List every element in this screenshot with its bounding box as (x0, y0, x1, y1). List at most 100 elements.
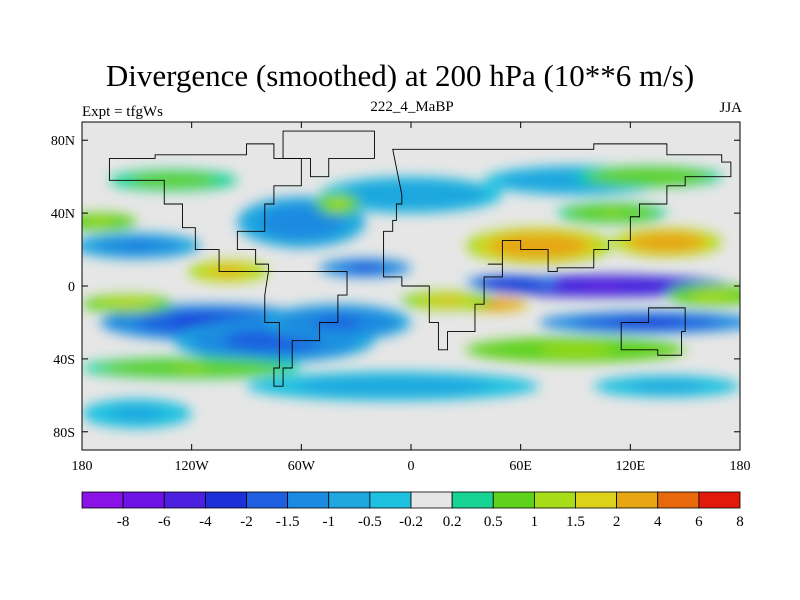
legend-label: -6 (158, 514, 171, 530)
contour-level (257, 337, 291, 345)
chart-title: Divergence (smoothed) at 200 hPa (10**6 … (105, 58, 695, 93)
experiment-label: Expt = tfgWs (82, 104, 163, 120)
y-tick-label: 80N (51, 134, 75, 149)
legend-swatch (533, 491, 576, 509)
legend-label: 4 (654, 514, 662, 530)
x-tick-label: 180 (730, 459, 751, 474)
field-blob (82, 357, 302, 379)
case-label: 222_4_MaBP (370, 99, 454, 115)
coastline-4 (620, 307, 686, 356)
legend-label: 0.2 (443, 514, 462, 530)
x-tick-label: 0 (408, 459, 415, 474)
legend-swatch (492, 491, 535, 509)
legend-label: 1.5 (566, 514, 585, 530)
legend-swatch (410, 491, 453, 509)
legend-label: -2 (240, 514, 253, 530)
contour-level (162, 178, 185, 183)
field-blob (319, 176, 503, 214)
legend-label: -4 (199, 514, 212, 530)
x-tick-label: 60E (509, 459, 532, 474)
legend-label: -0.5 (358, 514, 382, 530)
field-blob (319, 258, 411, 277)
contour-level (94, 220, 107, 225)
contour-level (334, 202, 342, 206)
y-tick-label: 40S (53, 353, 75, 368)
legend-swatch (163, 491, 206, 509)
x-tick-label: 120E (616, 459, 646, 474)
y-tick-label: 80S (53, 426, 75, 441)
field-blob (82, 213, 137, 232)
legend-swatch (328, 491, 371, 509)
legend-label: 8 (736, 514, 744, 530)
field-blob (315, 193, 360, 215)
legend-label: -1.5 (276, 514, 300, 530)
legend-swatch (246, 491, 289, 509)
field-blob (401, 291, 494, 310)
contour-level (503, 280, 520, 285)
field-blob (82, 233, 201, 259)
axes: 180 120W 60W 0 60E 120E 180 80N 40N 0 40S 80S (51, 122, 751, 474)
contour-level (127, 411, 146, 416)
coastline-3 (383, 143, 732, 351)
contour-level (173, 366, 210, 370)
contour-level (581, 284, 625, 288)
contour-level (126, 243, 148, 249)
contour-level (636, 174, 661, 179)
field-blob (612, 227, 722, 257)
field-blob (246, 371, 539, 401)
legend-swatch (657, 491, 700, 509)
continent-outlines (108, 130, 732, 387)
y-tick-label: 0 (68, 280, 75, 295)
legend-swatch (287, 491, 330, 509)
x-tick-label: 180 (72, 459, 93, 474)
field-blob (465, 275, 558, 290)
field-blob (82, 295, 174, 314)
field-blob (465, 227, 613, 265)
field-blob (109, 169, 238, 192)
legend-swatch (204, 491, 247, 509)
contour-level (395, 191, 427, 198)
field-blob (575, 165, 722, 188)
contour-level (357, 265, 373, 270)
field-blob (188, 260, 269, 283)
legend-label: 6 (695, 514, 703, 530)
coastline-1 (108, 143, 302, 272)
legend-swatch (81, 491, 124, 509)
legend-swatch (698, 491, 741, 509)
legend-swatch (616, 491, 659, 509)
color-legend: -8 -6 -4 -2 -1.5 -1 -0.5 -0.2 0.2 0.5 1 1.5 2 4 6 8 (81, 491, 744, 530)
contour-level (602, 211, 622, 216)
contour-level (526, 242, 552, 249)
contour-level (557, 347, 594, 352)
contour-level (290, 217, 312, 227)
field-blob (82, 398, 192, 429)
legend-label: -0.2 (399, 514, 423, 530)
contour-level (657, 239, 677, 245)
legend-label: 0.5 (484, 514, 503, 530)
coastline-0 (282, 130, 375, 178)
field-blob (666, 284, 740, 307)
legend-swatch (122, 491, 165, 509)
field-blob (557, 202, 667, 225)
coastline-2 (264, 270, 348, 387)
legend-label: 2 (613, 514, 621, 530)
legend-swatch (369, 491, 412, 509)
season-label: JJA (719, 100, 742, 116)
contour-level (368, 383, 418, 389)
contour-level (439, 298, 456, 303)
x-tick-label: 60W (288, 459, 316, 474)
field-layer (82, 122, 740, 450)
contour-level (654, 384, 680, 389)
y-tick-label: 40N (51, 207, 75, 222)
legend-swatch (451, 491, 494, 509)
field-blob (593, 375, 740, 398)
legend-label: -1 (323, 514, 336, 530)
legend-label: 1 (531, 514, 539, 530)
legend-label: -8 (117, 514, 130, 530)
contour-level (120, 302, 136, 307)
contour-level (704, 293, 721, 298)
field-blob (474, 275, 731, 297)
x-tick-label: 120W (175, 459, 210, 474)
legend-swatch (575, 491, 618, 509)
